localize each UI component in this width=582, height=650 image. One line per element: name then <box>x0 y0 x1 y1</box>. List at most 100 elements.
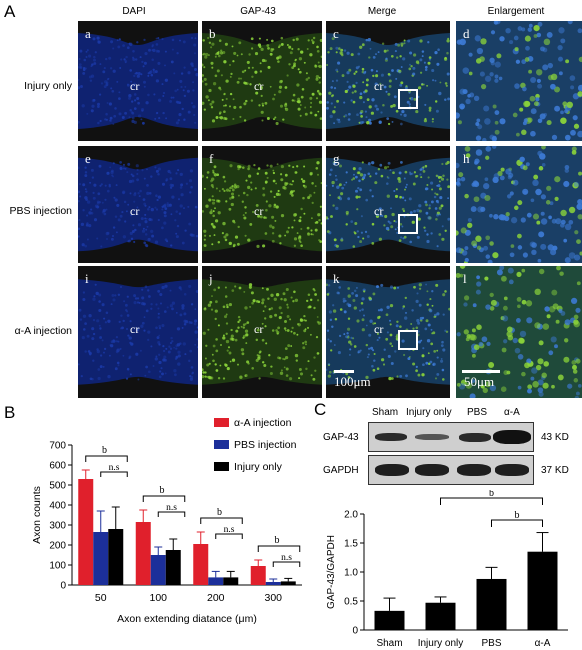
x-tick-label: Sham <box>376 638 402 649</box>
tile-letter-d: d <box>463 26 470 41</box>
significance-label: b <box>160 485 165 496</box>
size-label-37kd: 37 KD <box>541 465 569 476</box>
lane-label-alpha-a: α-A <box>504 407 520 418</box>
bar-pbs-injection <box>93 532 109 585</box>
protein-label-gapdh: GAPDH <box>323 465 359 476</box>
cavity-label: cr <box>374 79 384 93</box>
ns-label: n.s <box>224 525 235 535</box>
micrograph-k: k cr 100μm <box>326 266 450 398</box>
bar-α-a-injection <box>193 544 209 585</box>
y-tick-label: 100 <box>49 561 66 572</box>
bar-α-a-injection <box>135 522 151 585</box>
legend-swatch <box>214 462 229 471</box>
cavity-label: cr <box>130 204 140 218</box>
tile-letter-j: j <box>209 271 213 286</box>
significance-bracket <box>85 455 128 462</box>
significance-bracket <box>440 497 543 505</box>
legend-swatch <box>214 418 229 427</box>
micrograph-h: h <box>456 146 582 263</box>
micrograph-c: c cr <box>326 21 450 141</box>
bar-α-a-injection <box>250 566 266 585</box>
col-head-gap43: GAP-43 <box>240 6 276 17</box>
micrograph-a: a cr <box>78 21 198 141</box>
gap43-ratio-chart: 0 0.5 1.0 1.5 2.0 GAP-43/GAPDH Sham Injury only… <box>326 490 568 649</box>
micrograph-d: d <box>456 21 582 141</box>
legend-label: α-A injection <box>234 417 292 429</box>
ns-bracket <box>100 471 128 477</box>
y-axis-title: Axon counts <box>31 486 43 544</box>
cavity-label: cr <box>254 204 264 218</box>
blot-strip-gapdh <box>368 455 534 485</box>
tile-letter-i: i <box>85 271 89 286</box>
ns-label: n.s <box>109 463 120 473</box>
y-tick-label: 500 <box>49 481 66 492</box>
tile-letter-g: g <box>333 151 340 166</box>
bar-injury-only <box>280 581 296 585</box>
row-label-alpha-a: α-A injection <box>14 325 72 337</box>
legend-label: Injury only <box>234 461 283 473</box>
bar <box>527 551 558 630</box>
y-tick-label: 200 <box>49 541 66 552</box>
y-tick-label: 300 <box>49 521 66 532</box>
scalebar-100um-label: 100μm <box>334 374 371 389</box>
panel-letter-a: A <box>4 2 16 21</box>
scalebar-50um-label: 50μm <box>464 374 495 389</box>
ns-bracket <box>272 561 301 567</box>
band-gapdh-pbs <box>457 464 491 476</box>
cavity-label: cr <box>254 79 264 93</box>
micrograph-e: e cr <box>78 146 198 263</box>
band-gap43-injury <box>415 434 449 440</box>
cavity-label: cr <box>130 79 140 93</box>
micrograph-b: b cr <box>202 21 322 141</box>
bar-pbs-injection <box>150 555 166 585</box>
ns-bracket <box>215 533 243 539</box>
significance-label: b <box>515 510 520 521</box>
cavity-label: cr <box>130 322 140 336</box>
tile-letter-e: e <box>85 151 91 166</box>
x-tick-label: 100 <box>149 592 167 604</box>
tile-letter-c: c <box>333 26 339 41</box>
enlargement-region-box <box>398 330 418 350</box>
x-tick-label: Injury only <box>418 638 464 649</box>
micrograph-l: l 50μm <box>456 266 582 398</box>
bar-pbs-injection <box>265 582 281 585</box>
row-label-injury-only: Injury only <box>24 80 72 92</box>
micrograph-g: g cr <box>326 146 450 263</box>
y-axis-title: GAP-43/GAPDH <box>326 535 337 609</box>
panel-letter-b: B <box>4 403 16 422</box>
y-tick-label: 700 <box>49 441 66 452</box>
scalebar-50um <box>462 370 500 373</box>
cavity-label: cr <box>374 322 384 336</box>
legend-label: PBS injection <box>234 439 297 451</box>
significance-label: b <box>217 507 222 518</box>
bar-injury-only <box>165 550 181 585</box>
tile-letter-l: l <box>463 271 467 286</box>
tile-letter-h: h <box>463 151 470 166</box>
x-axis-title: Axon extending diatance (μm) <box>117 613 257 625</box>
legend-swatch <box>214 440 229 449</box>
cavity-label: cr <box>254 322 264 336</box>
col-head-dapi: DAPI <box>122 6 146 17</box>
x-tick-label: 300 <box>264 592 282 604</box>
lane-label-sham: Sham <box>372 407 399 418</box>
band-gapdh-sham <box>375 464 409 476</box>
tile-letter-a: a <box>85 26 91 41</box>
ns-label: n.s <box>281 553 292 563</box>
band-gap43-pbs <box>459 433 491 442</box>
y-tick-label: 400 <box>49 501 66 512</box>
scalebar-100um <box>334 370 354 373</box>
y-tick-label: 1.5 <box>344 539 358 550</box>
x-tick-label: 50 <box>95 592 107 604</box>
band-gap43-alpha-a <box>493 430 531 444</box>
significance-label: b <box>489 490 494 499</box>
ns-bracket <box>157 511 186 517</box>
band-gapdh-injury <box>415 464 449 476</box>
band-gapdh-alpha-a <box>495 464 529 476</box>
size-label-43kd: 43 KD <box>541 432 569 443</box>
y-tick-label: 0 <box>352 626 358 637</box>
row-label-pbs: PBS injection <box>9 205 72 217</box>
bar-injury-only <box>223 577 239 585</box>
micrograph-f: f cr <box>202 146 322 263</box>
y-tick-label: 1.0 <box>344 568 358 579</box>
